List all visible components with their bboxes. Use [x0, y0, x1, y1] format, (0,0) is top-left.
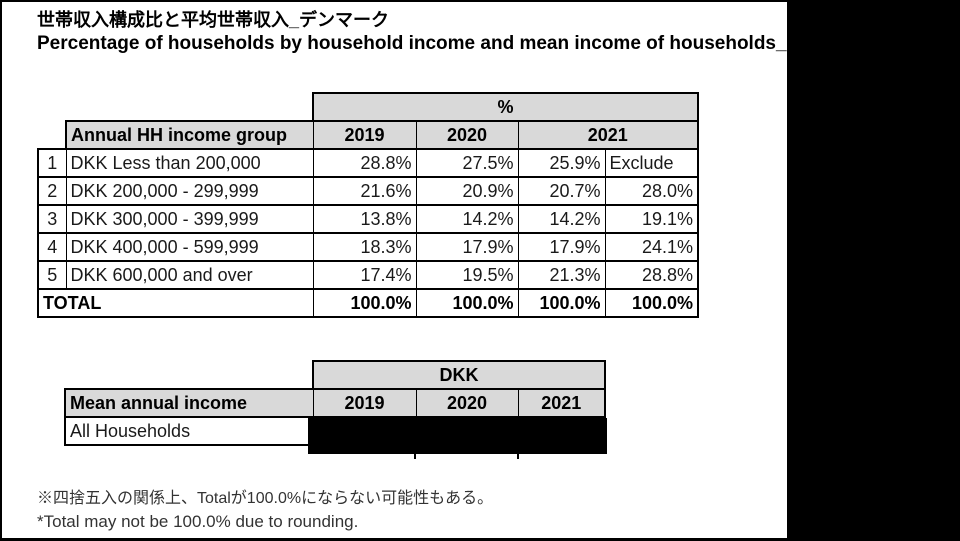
total-2020: 100.0% — [415, 288, 519, 318]
cell-2020: 19.5% — [415, 260, 519, 290]
year-header-2020: 2020 — [415, 120, 519, 150]
total-label: TOTAL — [37, 288, 314, 318]
cell-2021b-exclude: Exclude — [604, 148, 699, 178]
cell-2021a: 25.9% — [517, 148, 606, 178]
income-group-label: DKK 200,000 - 299,999 — [65, 176, 314, 206]
group-header: Annual HH income group — [65, 120, 314, 150]
redaction-box — [308, 418, 607, 454]
year-header-2019: 2019 — [312, 388, 417, 418]
redaction-panel — [787, 2, 958, 538]
border-stub — [414, 452, 416, 459]
cell-2019: 17.4% — [312, 260, 417, 290]
table-row: 5 DKK 600,000 and over 17.4% 19.5% 21.3%… — [37, 260, 699, 290]
row-number: 5 — [37, 260, 67, 290]
cell-2021b: 28.0% — [604, 176, 699, 206]
income-group-label: DKK 600,000 and over — [65, 260, 314, 290]
cell-2020: 20.9% — [415, 176, 519, 206]
year-header-2019: 2019 — [312, 120, 417, 150]
page-title-english: Percentage of households by household in… — [37, 33, 823, 54]
year-header-2021: 2021 — [517, 120, 699, 150]
cell-2019: 13.8% — [312, 204, 417, 234]
cell-2019: 18.3% — [312, 232, 417, 262]
total-row: TOTAL 100.0% 100.0% 100.0% 100.0% — [37, 288, 699, 318]
table-row: 4 DKK 400,000 - 599,999 18.3% 17.9% 17.9… — [37, 232, 699, 262]
border-stub — [517, 452, 519, 459]
unit-header-row: DKK — [65, 360, 606, 390]
cell-2020: 14.2% — [415, 204, 519, 234]
cell-2021b: 28.8% — [604, 260, 699, 290]
cell-2021a: 14.2% — [517, 204, 606, 234]
group-header: Mean annual income — [64, 388, 314, 418]
total-2021b: 100.0% — [604, 288, 699, 318]
unit-header-row: % — [38, 92, 699, 122]
cell-2019: 21.6% — [312, 176, 417, 206]
cell-2019: 28.8% — [312, 148, 417, 178]
cell-2021a: 21.3% — [517, 260, 606, 290]
cell-2020: 17.9% — [415, 232, 519, 262]
table-row: 2 DKK 200,000 - 299,999 21.6% 20.9% 20.7… — [37, 176, 699, 206]
cell-2020: 27.5% — [415, 148, 519, 178]
empty-cell — [38, 93, 313, 121]
household-label: All Households — [64, 416, 314, 446]
table-row: 3 DKK 300,000 - 399,999 13.8% 14.2% 14.2… — [37, 204, 699, 234]
footnote-english: *Total may not be 100.0% due to rounding… — [37, 512, 359, 531]
year-header-row: Mean annual income 2019 2020 2021 — [64, 388, 606, 418]
year-header-2021: 2021 — [517, 388, 606, 418]
row-number: 1 — [37, 148, 67, 178]
unit-header-percent: % — [312, 92, 699, 122]
unit-header-dkk: DKK — [312, 360, 606, 390]
year-header-2020: 2020 — [415, 388, 519, 418]
total-2019: 100.0% — [312, 288, 417, 318]
total-2021a: 100.0% — [517, 288, 606, 318]
footnote-japanese: ※四捨五入の関係上、Totalが100.0%にならない可能性もある。 — [37, 490, 494, 507]
empty-cell — [38, 121, 66, 149]
table-row: 1 DKK Less than 200,000 28.8% 27.5% 25.9… — [37, 148, 699, 178]
cell-2021b: 19.1% — [604, 204, 699, 234]
cell-2021a: 20.7% — [517, 176, 606, 206]
row-number: 4 — [37, 232, 67, 262]
income-group-label: DKK Less than 200,000 — [65, 148, 314, 178]
percentage-table: % Annual HH income group 2019 2020 2021 … — [37, 92, 699, 318]
income-group-label: DKK 300,000 - 399,999 — [65, 204, 314, 234]
cell-2021a: 17.9% — [517, 232, 606, 262]
income-group-label: DKK 400,000 - 599,999 — [65, 232, 314, 262]
year-header-row: Annual HH income group 2019 2020 2021 — [38, 120, 699, 150]
empty-cell — [65, 361, 313, 389]
page-title-japanese: 世帯収入構成比と平均世帯収入_デンマーク — [37, 10, 390, 30]
cell-2021b: 24.1% — [604, 232, 699, 262]
row-number: 3 — [37, 204, 67, 234]
row-number: 2 — [37, 176, 67, 206]
